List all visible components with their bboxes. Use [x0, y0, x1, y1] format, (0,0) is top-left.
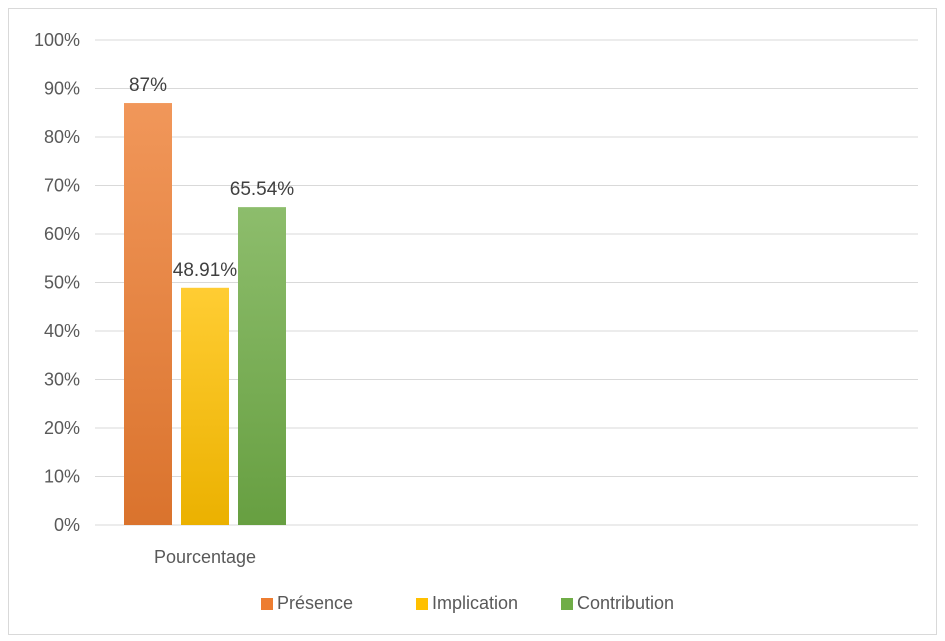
- y-tick-label: 90%: [44, 79, 80, 99]
- legend-label-implication: Implication: [432, 593, 518, 613]
- legend: Présence Implication Contribution: [261, 593, 674, 613]
- y-tick-label: 50%: [44, 273, 80, 293]
- y-tick-label: 100%: [34, 30, 80, 50]
- y-tick-label: 80%: [44, 127, 80, 147]
- y-tick-label: 0%: [54, 515, 80, 535]
- y-tick-label: 10%: [44, 467, 80, 487]
- x-axis-category-labels: Pourcentage: [154, 547, 256, 567]
- data-labels: 87% 48.91% 65.54%: [129, 75, 294, 281]
- bars: [124, 103, 286, 526]
- y-tick-label: 70%: [44, 176, 80, 196]
- y-tick-label: 40%: [44, 321, 80, 341]
- legend-label-contribution: Contribution: [577, 593, 674, 613]
- data-label-implication: 48.91%: [173, 260, 238, 281]
- legend-swatch-présence: [261, 598, 273, 610]
- bar-implication: [181, 287, 229, 525]
- y-tick-label: 30%: [44, 370, 80, 390]
- bar-présence: [124, 103, 172, 526]
- data-label-présence: 87%: [129, 75, 167, 96]
- legend-label-présence: Présence: [277, 593, 353, 613]
- x-category-label: Pourcentage: [154, 547, 256, 567]
- bar-contribution: [238, 207, 286, 526]
- y-tick-label: 60%: [44, 224, 80, 244]
- y-axis-tick-labels: 0% 10% 20% 30% 40% 50% 60% 70% 80% 90% 100%: [34, 30, 80, 535]
- data-label-contribution: 65.54%: [230, 179, 295, 200]
- legend-swatch-contribution: [561, 598, 573, 610]
- y-tick-label: 20%: [44, 418, 80, 438]
- legend-swatch-implication: [416, 598, 428, 610]
- gridlines: [95, 39, 918, 526]
